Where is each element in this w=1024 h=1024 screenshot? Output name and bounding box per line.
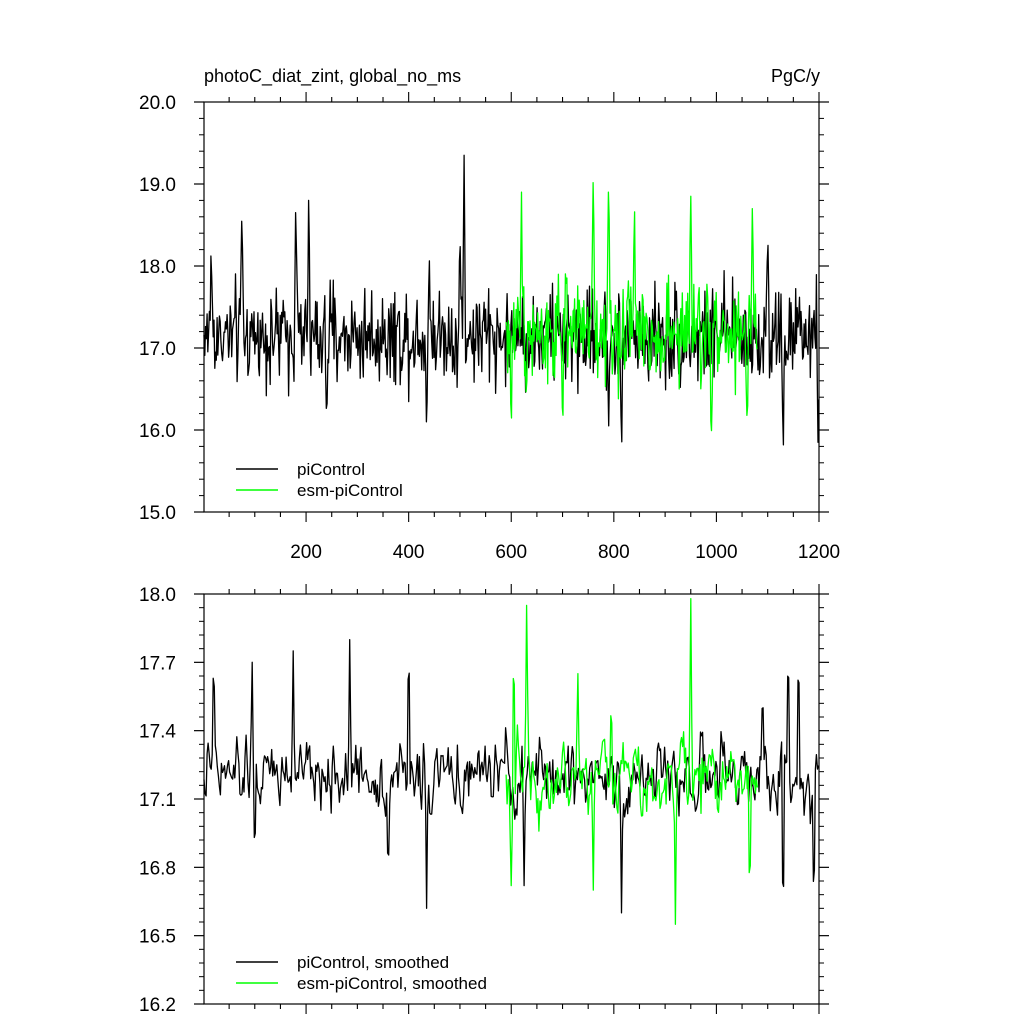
top-x-tick-label: 600 bbox=[495, 542, 527, 563]
top-legend-label-esm-picontrol: esm-piControl bbox=[297, 481, 403, 500]
top-series-group bbox=[203, 154, 820, 446]
bottom-legend-label-picontrol-smoothed: piControl, smoothed bbox=[297, 953, 449, 972]
bottom-legend: piControl, smoothed esm-piControl, smoot… bbox=[236, 953, 487, 993]
top-chart-title: photoC_diat_zint, global_no_ms bbox=[204, 66, 461, 87]
bottom-series-line-picontrol-smoothed bbox=[203, 638, 820, 914]
top-chart-units: PgC/y bbox=[771, 66, 820, 86]
bottom-axes: 16.2 16.5 16.8 17.1 17.4 17.7 18.0 bbox=[139, 584, 829, 1016]
top-y-tick-label: 20.0 bbox=[139, 93, 176, 114]
bottom-y-tick-label: 18.0 bbox=[139, 585, 176, 606]
bottom-y-tick-label: 17.1 bbox=[139, 790, 176, 811]
top-panel: photoC_diat_zint, global_no_ms PgC/y 15.… bbox=[139, 66, 840, 563]
top-legend: piControl esm-piControl bbox=[236, 460, 403, 500]
top-series-line-esm-picontrol bbox=[505, 182, 758, 432]
bottom-y-tick-label: 16.2 bbox=[139, 995, 176, 1016]
top-plot-frame bbox=[203, 101, 820, 513]
bottom-y-tick-label: 17.7 bbox=[139, 653, 176, 674]
top-x-tick-label: 1000 bbox=[695, 542, 737, 563]
bottom-panel: 16.2 16.5 16.8 17.1 17.4 17.7 18.0 piControl, … bbox=[139, 584, 829, 1016]
top-legend-label-picontrol: piControl bbox=[297, 460, 365, 479]
top-y-tick-label: 17.0 bbox=[139, 339, 176, 360]
top-y-tick-label: 19.0 bbox=[139, 175, 176, 196]
top-y-tick-label: 15.0 bbox=[139, 503, 176, 524]
top-y-tick-label: 18.0 bbox=[139, 257, 176, 278]
top-x-tick-label: 1200 bbox=[798, 542, 840, 563]
bottom-legend-label-esm-picontrol-smoothed: esm-piControl, smoothed bbox=[297, 974, 487, 993]
bottom-plot-frame bbox=[203, 593, 820, 1005]
bottom-series-line-esm-picontrol-smoothed bbox=[505, 597, 759, 925]
top-x-tick-label: 400 bbox=[393, 542, 425, 563]
top-x-tick-label: 800 bbox=[598, 542, 630, 563]
top-y-tick-label: 16.0 bbox=[139, 421, 176, 442]
bottom-y-tick-label: 16.5 bbox=[139, 927, 176, 948]
top-x-tick-label: 200 bbox=[290, 542, 322, 563]
bottom-y-tick-label: 16.8 bbox=[139, 858, 176, 879]
top-axes: 15.0 16.0 17.0 18.0 19.0 20.0 200 400 600 800 1000… bbox=[139, 92, 840, 563]
bottom-y-tick-label: 17.4 bbox=[139, 722, 176, 743]
bottom-series-group bbox=[203, 597, 820, 925]
